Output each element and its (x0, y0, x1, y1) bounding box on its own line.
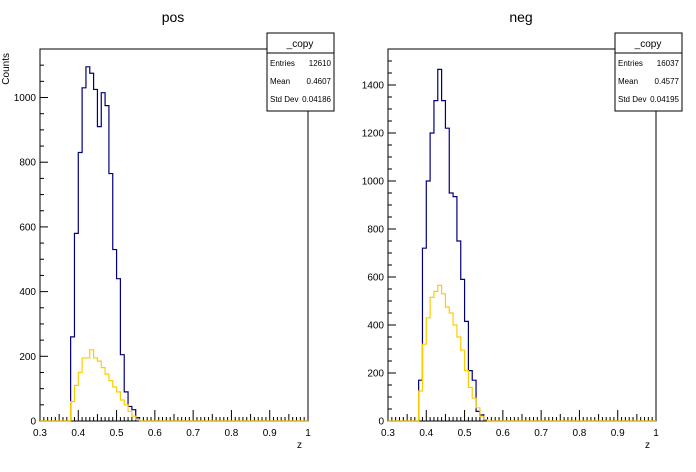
neg-stats-entries-value: 16037 (657, 59, 680, 68)
neg-y-tick-label: 0 (378, 417, 384, 428)
neg-x-tick-label: 0.8 (572, 428, 586, 439)
pos-stats-mean-value: 0.4607 (307, 77, 332, 86)
neg-x-tick-label: 1 (653, 428, 659, 439)
pos-y-tick-label: 0 (30, 417, 36, 428)
pos-y-tick-label: 400 (19, 287, 36, 298)
pos-y-tick-label: 1000 (14, 93, 37, 104)
neg-x-tick-label: 0.5 (458, 428, 472, 439)
pos-series-blue (40, 66, 308, 422)
neg-y-tick-label: 1400 (362, 81, 385, 92)
neg-stats-title: _copy (634, 39, 662, 50)
pos-y-tick-label: 600 (19, 222, 36, 233)
pos-x-tick-label: 0.5 (110, 428, 124, 439)
pos-stats-frame (266, 32, 335, 112)
pos-stats-mean-label: Mean (270, 77, 290, 86)
pos-x-ticks: 0.3 0.4 0.5 0.6 0.7 0.8 0.9 1 (33, 410, 311, 439)
pos-x-tick-label: 0.9 (263, 428, 277, 439)
pos-x-tick-label: 0.7 (186, 428, 200, 439)
neg-x-tick-label: 0.4 (419, 428, 433, 439)
neg-series-yellow (388, 284, 656, 422)
pos-stats-entries-value: 12610 (309, 59, 332, 68)
neg-x-ticks: 0.3 0.4 0.5 0.6 0.7 0.8 0.9 1 (381, 410, 659, 439)
neg-x-tick-label: 0.9 (611, 428, 625, 439)
pos-panel: pos 0 200 400 600 800 1000 0.3 0.4 0.5 0.6 0.7 0.8… (1, 9, 335, 451)
pos-x-tick-label: 0.4 (71, 428, 85, 439)
neg-y-tick-label: 1200 (362, 129, 385, 140)
pos-y-tick-label: 200 (19, 352, 36, 363)
pos-y-tick-label: 800 (19, 158, 36, 169)
neg-title: neg (509, 9, 532, 25)
pos-stats-entries-label: Entries (270, 59, 295, 68)
neg-y-tick-label: 200 (367, 369, 384, 380)
neg-stats-mean-label: Mean (618, 77, 638, 86)
pos-x-tick-label: 1 (305, 428, 311, 439)
neg-stats-box: _copy Entries 16037 Mean 0.4577 Std Dev … (614, 32, 683, 112)
neg-x-tick-label: 0.7 (534, 428, 548, 439)
pos-x-tick-label: 0.6 (148, 428, 162, 439)
neg-stats-mean-value: 0.4577 (655, 77, 680, 86)
neg-stats-stddev-label: Std Dev (618, 95, 646, 104)
neg-stats-entries-label: Entries (618, 59, 643, 68)
pos-x-label: z (297, 440, 302, 451)
neg-y-ticks: 0 200 400 600 800 1000 1200 1400 (362, 48, 396, 428)
neg-stats-frame (614, 32, 683, 112)
pos-x-tick-label: 0.3 (33, 428, 47, 439)
pos-title: pos (162, 9, 185, 25)
pos-y-label: Counts (1, 53, 12, 85)
neg-stats-stddev-value: 0.04195 (650, 95, 679, 104)
pos-x-tick-label: 0.8 (224, 428, 238, 439)
neg-x-label: z (645, 440, 650, 451)
neg-y-tick-label: 600 (367, 273, 384, 284)
neg-y-tick-label: 1000 (362, 177, 385, 188)
neg-y-tick-label: 800 (367, 225, 384, 236)
pos-stats-stddev-value: 0.04186 (302, 95, 331, 104)
neg-x-tick-label: 0.3 (381, 428, 395, 439)
pos-stats-title: _copy (286, 39, 314, 50)
pos-stats-box: _copy Entries 12610 Mean 0.4607 Std Dev … (266, 32, 335, 112)
neg-x-tick-label: 0.6 (496, 428, 510, 439)
pos-stats-stddev-label: Std Dev (270, 95, 298, 104)
neg-y-tick-label: 400 (367, 321, 384, 332)
pos-series-yellow (40, 349, 308, 422)
pos-y-ticks: 0 200 400 600 800 1000 (14, 48, 48, 428)
neg-series-blue (388, 68, 656, 422)
